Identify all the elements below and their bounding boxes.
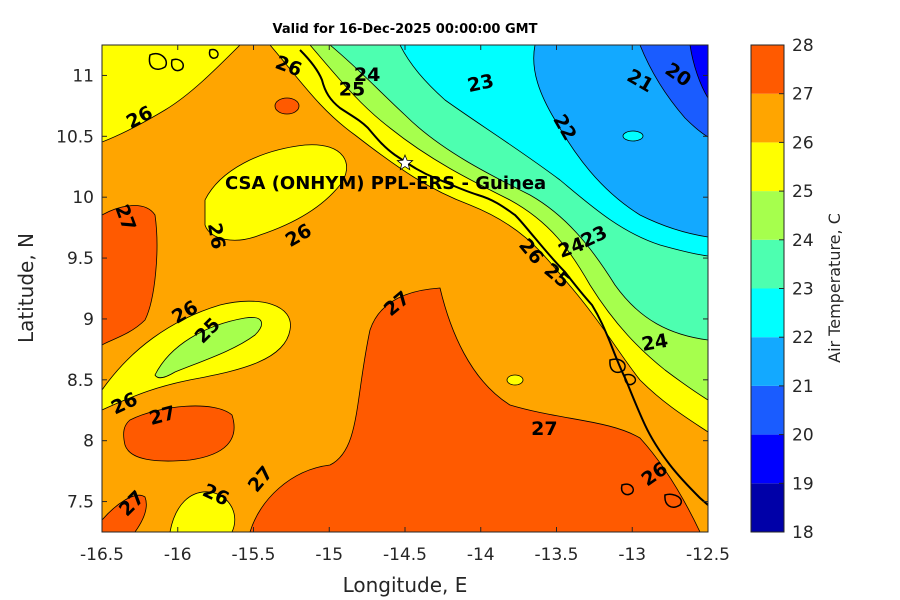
- coastline: [299, 49, 708, 506]
- colorbar-tick-label: 21: [792, 377, 814, 397]
- contour-label: 26: [203, 221, 229, 251]
- island-east-cluster-2: [624, 373, 637, 386]
- contour-line-21: [639, 45, 708, 138]
- colorbar-segment: [751, 142, 784, 192]
- contour-label: 24: [640, 330, 670, 356]
- contour-line-24: [329, 45, 708, 341]
- band-25-26-spot: [507, 375, 523, 385]
- colorbar-label: Air Temperature, C: [825, 213, 844, 363]
- x-tick-label: -13.5: [535, 545, 579, 565]
- contour-label: 25: [339, 79, 365, 101]
- colorbar-tick-label: 27: [792, 85, 814, 105]
- band-27-28-corner: [102, 495, 147, 532]
- island-north-3: [208, 48, 219, 59]
- contour-line-26-center: [204, 144, 348, 241]
- colorbar-tick-label: 19: [792, 474, 814, 494]
- x-ticks: -16.5 -16 -15.5 -15 -14.5 -14 -13.5 -13 -12.5: [80, 45, 730, 565]
- colorbar-tick-label: 25: [792, 182, 814, 202]
- x-tick-label: -16.5: [80, 545, 124, 565]
- contour-line-25-spot: [506, 374, 524, 386]
- contour-line-27-corner: [102, 494, 147, 532]
- contour-line-27-west: [102, 205, 158, 346]
- station-label: CSA (ONHYM) PPL-ERS - Guinea: [225, 173, 546, 194]
- band-27-28-north-spot: [275, 98, 299, 114]
- colorbar-segment: [751, 93, 784, 143]
- colorbar-segment: [751, 337, 784, 386]
- colorbar-tick-label: 23: [792, 280, 814, 300]
- colorbar-tick-label: 18: [792, 523, 814, 543]
- y-tick-label: 9.5: [67, 249, 94, 269]
- band-20-21: [640, 45, 708, 137]
- x-tick-label: -14.5: [383, 545, 427, 565]
- contour-line-25: [309, 45, 708, 401]
- colorbar-segment: [751, 239, 784, 289]
- colorbar-tick-label: 22: [792, 328, 814, 348]
- colorbar-tick-label: 20: [792, 426, 814, 446]
- band-25-26-northwest: [102, 45, 240, 142]
- contour-line-23: [399, 45, 708, 257]
- band-24-25-pocket: [155, 317, 262, 378]
- contour-line-27-south: [249, 287, 701, 532]
- colorbar-tick-label: 24: [792, 231, 814, 251]
- x-tick-label: -15.5: [232, 545, 276, 565]
- y-tick-label: 11: [72, 66, 94, 86]
- island-north-2: [170, 58, 184, 72]
- contour-label: 24: [354, 64, 380, 86]
- x-tick-label: -14: [467, 545, 495, 565]
- island-southeast-2: [664, 493, 682, 508]
- colorbar-segment: [751, 45, 784, 94]
- contour-line-26-south: [169, 491, 236, 532]
- colorbar-segment: [751, 483, 784, 532]
- contour-line-20: [689, 45, 708, 99]
- station-marker: CSA (ONHYM) PPL-ERS - Guinea: [225, 154, 546, 194]
- contour-label: 27: [531, 418, 557, 440]
- y-tick-label: 8.5: [67, 371, 94, 391]
- y-axis-label: Latitude, N: [14, 233, 38, 343]
- y-tick-label: 8: [83, 432, 94, 452]
- contour-line-27-spot: [274, 97, 300, 115]
- x-tick-label: -13: [618, 545, 646, 565]
- y-tick-label: 9: [83, 310, 94, 330]
- colorbar-tick-label: 28: [792, 36, 814, 56]
- chart-title: Valid for 16-Dec-2025 00:00:00 GMT: [272, 22, 538, 37]
- contour-line-26-northwest: [102, 45, 241, 143]
- contour-line-22: [533, 45, 708, 238]
- colorbar-segment: [751, 385, 784, 435]
- station-star-icon: [396, 154, 414, 171]
- colorbar-segment: [751, 434, 784, 484]
- islands: [148, 48, 682, 508]
- y-tick-label: 7.5: [67, 493, 94, 513]
- colorbar-segment: [751, 288, 784, 338]
- band-27-28-south: [250, 288, 700, 532]
- contour-line-27-southwest: [123, 405, 235, 462]
- x-tick-label: -12.5: [686, 545, 730, 565]
- contour-line-26-coast: [269, 45, 708, 433]
- contour-label: 23: [465, 70, 495, 97]
- band-24-25-spot: [623, 131, 643, 141]
- band-25-26-center: [205, 144, 347, 241]
- x-tick-label: -15: [315, 545, 343, 565]
- contour-line-22-spot: [622, 130, 644, 142]
- band-27-28-southwest: [123, 405, 235, 462]
- band-21-22: [533, 45, 708, 237]
- contour-line-26-southwest: [102, 300, 291, 411]
- y-tick-label: 10.5: [56, 127, 94, 147]
- x-tick-label: -16: [164, 545, 192, 565]
- y-ticks: 7.5 8 8.5 9 9.5 10 10.5 11: [56, 66, 708, 513]
- band-27-28-west: [102, 205, 157, 345]
- x-axis-label: Longitude, E: [343, 573, 468, 597]
- island-north-1: [148, 53, 167, 70]
- colorbar-tick-label: 26: [792, 133, 814, 153]
- colorbar: 18 19 20 21 22 23 24 25 26 27 28: [750, 36, 814, 543]
- contour-lines: [102, 45, 708, 532]
- y-tick-label: 10: [72, 188, 94, 208]
- island-east-cluster-1: [609, 358, 626, 373]
- band-19-20: [690, 45, 708, 98]
- contour-line-25-pocket: [154, 317, 262, 379]
- band-25-26-south: [170, 491, 235, 532]
- colorbar-segment: [751, 191, 784, 240]
- island-southeast-1: [620, 483, 634, 496]
